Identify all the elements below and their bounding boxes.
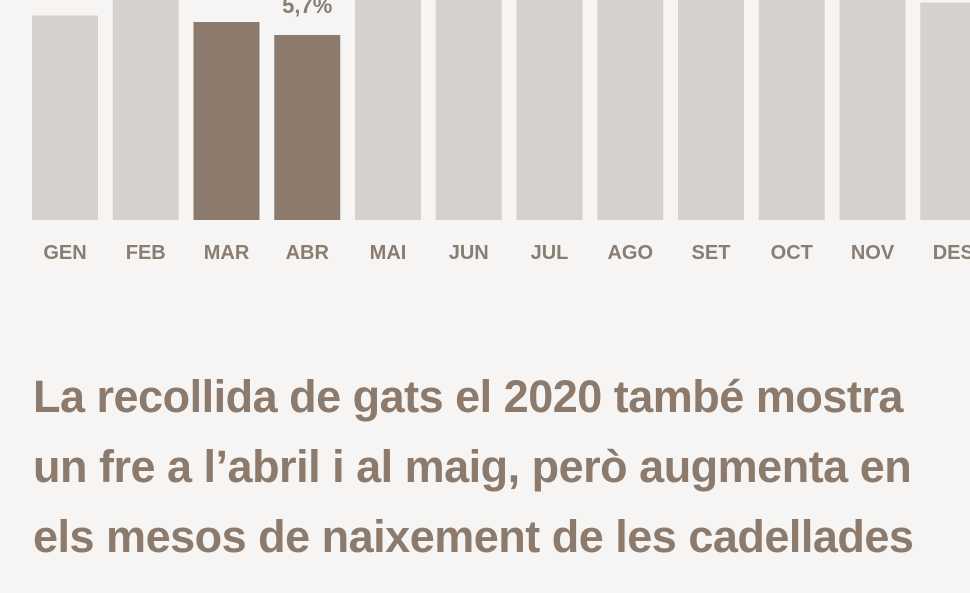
- x-tick-label: JUN: [449, 242, 489, 264]
- x-tick-label: ABR: [286, 242, 330, 264]
- bar: [193, 21, 260, 220]
- bar: [274, 34, 341, 221]
- bar: [839, 0, 906, 220]
- bar: [678, 0, 744, 221]
- bar: [597, 0, 664, 220]
- value-label: 5,7%: [282, 0, 332, 18]
- x-tick-label: FEB: [126, 242, 166, 264]
- bar: [758, 0, 825, 221]
- x-tick-label: DES: [933, 242, 970, 264]
- x-tick-label: OCT: [771, 242, 813, 264]
- x-tick-label: GEN: [43, 242, 86, 264]
- x-tick-label: SET: [692, 242, 731, 264]
- bar: [32, 15, 98, 221]
- x-tick-label: JUL: [531, 242, 569, 264]
- x-tick-label: MAR: [204, 242, 250, 264]
- bar: [112, 0, 179, 220]
- chart-title: La recollida de gats el 2020 també mostr…: [33, 371, 914, 562]
- bar: [516, 0, 583, 221]
- x-tick-label: MAI: [370, 242, 407, 264]
- x-tick-label: AGO: [607, 242, 653, 264]
- bar: [435, 0, 502, 221]
- chart: GEN FEB MAR ABR 5,7% MAI JUN JUL AGO SET OCT NOV DES: [32, 0, 970, 264]
- x-tick-label: NOV: [851, 242, 895, 264]
- bar: [920, 2, 970, 220]
- bar: [355, 0, 421, 220]
